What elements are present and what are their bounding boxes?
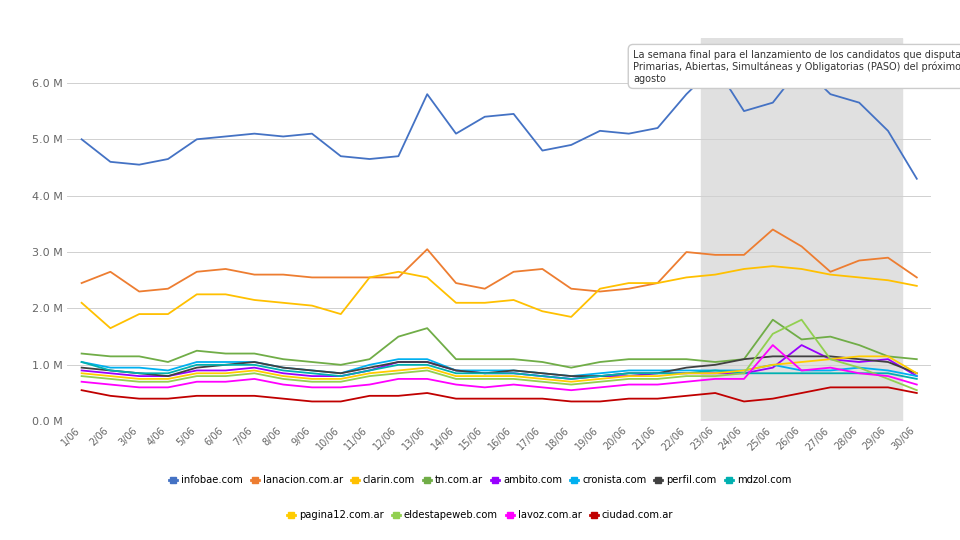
Legend: infobae.com, lanacion.com.ar, clarin.com, tn.com.ar, ambito.com, cronista.com, p: infobae.com, lanacion.com.ar, clarin.com… [165, 471, 795, 489]
Bar [701, 38, 902, 421]
Legend: pagina12.com.ar, eldestapeweb.com, lavoz.com.ar, ciudad.com.ar: pagina12.com.ar, eldestapeweb.com, lavoz… [283, 506, 677, 524]
Text: La semana final para el lanzamiento de los candidatos que disputarán las
Primari: La semana final para el lanzamiento de l… [634, 49, 960, 84]
